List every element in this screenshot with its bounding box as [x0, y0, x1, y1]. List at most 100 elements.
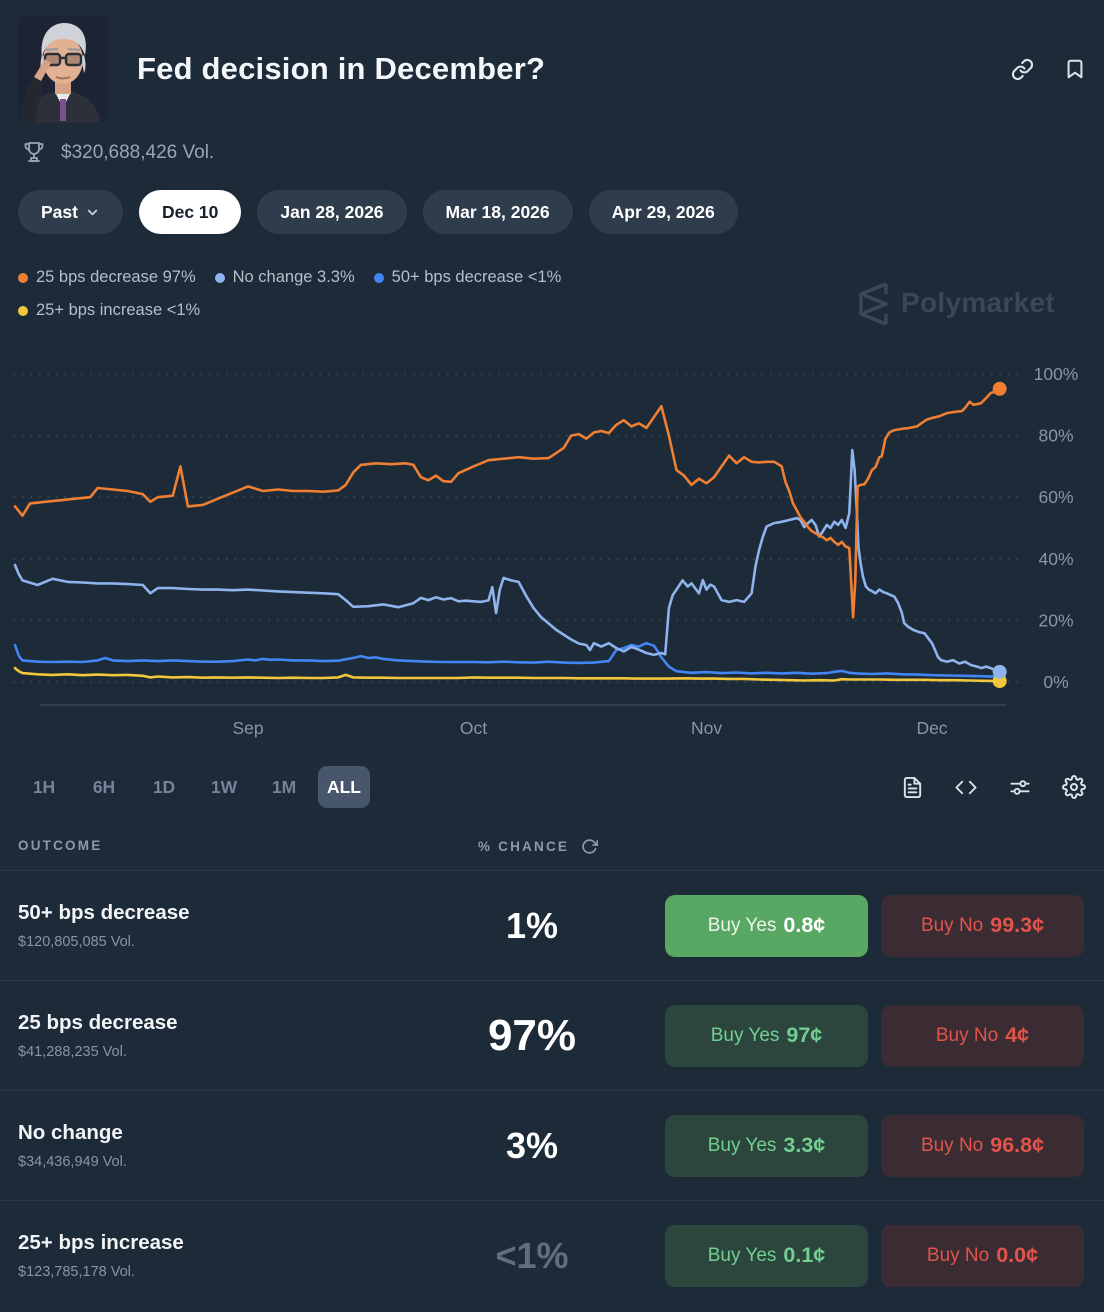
market-avatar — [18, 15, 108, 123]
buy-no-price: 96.8¢ — [990, 1133, 1045, 1157]
page-title: Fed decision in December? — [137, 51, 546, 86]
timeframe-1d[interactable]: 1D — [138, 766, 190, 808]
y-axis-tick: 60% — [1038, 487, 1073, 507]
chevron-down-icon — [87, 209, 98, 215]
tab-label: Jan 28, 2026 — [280, 201, 384, 222]
tab-apr-29-2026[interactable]: Apr 29, 2026 — [588, 190, 738, 234]
legend-item-25-bps-decrease-97: 25 bps decrease 97% — [18, 268, 196, 287]
legend-dot — [18, 272, 28, 283]
outcome-name: 25+ bps increase — [18, 1231, 184, 1254]
buy-yes-button[interactable]: Buy Yes 3.3¢ — [665, 1114, 868, 1177]
buy-yes-price: 97¢ — [786, 1023, 823, 1047]
event-tabs: Past Dec 10 Jan 28, 2026 Mar 18, 2026 Apr 29… — [18, 190, 738, 234]
timeframe-1w[interactable]: 1W — [198, 766, 250, 808]
legend-dot — [18, 305, 28, 316]
bookmark-button[interactable] — [1064, 58, 1086, 80]
x-axis-label-sep: Sep — [232, 718, 263, 738]
y-axis-tick: 100% — [1034, 364, 1079, 384]
polymarket-logo-icon — [859, 282, 888, 325]
tab-mar-18-2026[interactable]: Mar 18, 2026 — [422, 190, 573, 234]
y-axis-tick: 80% — [1038, 426, 1073, 446]
series-line-no-change — [13, 448, 1002, 674]
refresh-icon[interactable] — [581, 838, 599, 855]
tab-label: Apr 29, 2026 — [611, 201, 715, 222]
series-line-25-bps-increase — [13, 666, 1002, 683]
outcome-name: 25 bps decrease — [18, 1011, 178, 1034]
buy-no-label: Buy No — [920, 914, 984, 936]
buy-yes-button[interactable]: Buy Yes 0.1¢ — [665, 1224, 868, 1287]
buy-yes-button[interactable]: Buy Yes 0.8¢ — [665, 894, 868, 957]
probability-chart[interactable]: 0% 20% 40% 60% 80% 100% Sep Oct Nov Dec — [0, 360, 1104, 742]
buy-yes-button[interactable]: Buy Yes 97¢ — [665, 1004, 868, 1067]
y-axis-tick: 0% — [1043, 672, 1068, 692]
outcomes-table-header: OUTCOME % CHANCE — [0, 832, 1104, 870]
sliders-icon — [1010, 779, 1030, 795]
chart-controls: 1H 6H 1D 1W 1M ALL — [18, 763, 1086, 811]
outcome-row-50-bps-decrease: 50+ bps decrease $120,805,085 Vol. 1% Bu… — [0, 870, 1104, 980]
legend-dot — [214, 272, 225, 283]
timeframe-all[interactable]: ALL — [318, 766, 370, 808]
buy-yes-label: Buy Yes — [707, 1134, 777, 1156]
volume-value: $320,688,426 Vol. — [61, 142, 215, 163]
buy-no-label: Buy No — [926, 1244, 990, 1266]
tab-dec-10[interactable]: Dec 10 — [138, 190, 242, 234]
timeframe-1h[interactable]: 1H — [18, 766, 70, 808]
tab-label: Dec 10 — [161, 201, 219, 222]
chart-canvas[interactable]: 0% 20% 40% 60% 80% 100% Sep Oct Nov Dec — [0, 360, 1104, 742]
buy-yes-price: 3.3¢ — [783, 1133, 826, 1157]
buy-no-button[interactable]: Buy No 4¢ — [881, 1004, 1084, 1067]
copy-link-button[interactable] — [1011, 58, 1034, 81]
outcome-chance: 97% — [487, 1010, 577, 1060]
timeframe-6h[interactable]: 6H — [78, 766, 130, 808]
document-icon — [903, 776, 922, 798]
buy-no-button[interactable]: Buy No 96.8¢ — [881, 1114, 1084, 1177]
buy-yes-price: 0.8¢ — [783, 913, 826, 937]
legend-label: 25+ bps increase <1% — [36, 301, 201, 319]
market-header: Fed decision in December? — [18, 14, 1086, 124]
outcome-row-no-change: No change $34,436,949 Vol. 3% Buy Yes 3.… — [0, 1090, 1104, 1200]
outcome-volume: $120,805,085 Vol. — [18, 934, 135, 950]
buy-no-label: Buy No — [920, 1134, 984, 1156]
outcome-row-25-bps-decrease: 25 bps decrease $41,288,235 Vol. 97% Buy… — [0, 980, 1104, 1090]
chart-options-button[interactable] — [1008, 776, 1032, 799]
polymarket-watermark: Polymarket — [853, 281, 1055, 325]
outcome-volume: $34,436,949 Vol. — [18, 1154, 127, 1170]
buy-no-price: 4¢ — [1005, 1023, 1030, 1047]
outcome-name: 50+ bps decrease — [18, 901, 190, 924]
tab-label: Mar 18, 2026 — [445, 201, 550, 222]
legend-dot — [373, 272, 384, 283]
x-axis-label-nov: Nov — [691, 718, 722, 738]
y-axis-tick: 40% — [1038, 549, 1073, 569]
outcome-chance: 1% — [505, 904, 559, 946]
x-axis-label-oct: Oct — [460, 718, 487, 738]
outcome-volume: $41,288,235 Vol. — [18, 1044, 127, 1060]
tab-label: Past — [41, 201, 78, 222]
buy-yes-label: Buy Yes — [707, 1244, 777, 1266]
legend-label: 50+ bps decrease <1% — [391, 268, 562, 286]
settings-button[interactable] — [1062, 775, 1086, 799]
buy-yes-label: Buy Yes — [710, 1024, 780, 1046]
timeframe-1m[interactable]: 1M — [258, 766, 310, 808]
legend-item-50-bps-decrease-1: 50+ bps decrease <1% — [373, 268, 562, 287]
trophy-icon — [24, 142, 44, 162]
outcome-name: No change — [18, 1121, 123, 1144]
y-axis-tick: 20% — [1038, 610, 1073, 630]
buy-no-button[interactable]: Buy No 99.3¢ — [881, 894, 1084, 957]
legend-label: 25 bps decrease 97% — [36, 268, 196, 286]
news-button[interactable] — [901, 776, 924, 799]
buy-yes-price: 0.1¢ — [783, 1243, 826, 1267]
buy-no-button[interactable]: Buy No 0.0¢ — [881, 1224, 1084, 1287]
tab-jan-28-2026[interactable]: Jan 28, 2026 — [257, 190, 407, 234]
embed-button[interactable] — [954, 776, 978, 799]
outcome-row-25-bps-increase: 25+ bps increase $123,785,178 Vol. <1% B… — [0, 1200, 1104, 1310]
buy-no-price: 99.3¢ — [990, 913, 1045, 937]
gear-icon — [1062, 775, 1086, 799]
series-line-25-bps-decrease — [13, 387, 1002, 619]
buy-no-label: Buy No — [935, 1024, 999, 1046]
watermark-label: Polymarket — [901, 287, 1055, 318]
series-end-dot-no-change — [992, 664, 1007, 679]
outcome-chance: <1% — [495, 1234, 569, 1276]
series-line-50-bps-decrease — [13, 641, 1002, 679]
tab-past[interactable]: Past — [18, 190, 123, 234]
